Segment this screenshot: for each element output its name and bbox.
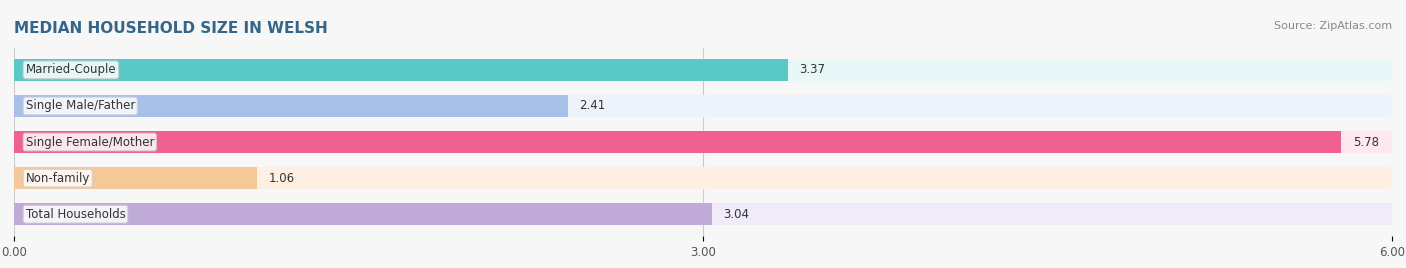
Bar: [14, 131, 1341, 153]
Text: 3.04: 3.04: [724, 208, 749, 221]
Text: Total Households: Total Households: [25, 208, 125, 221]
Text: Source: ZipAtlas.com: Source: ZipAtlas.com: [1274, 21, 1392, 31]
Text: Married-Couple: Married-Couple: [25, 64, 117, 76]
Bar: [14, 95, 568, 117]
Text: Single Male/Father: Single Male/Father: [25, 99, 135, 113]
Bar: [14, 95, 1392, 117]
Bar: [14, 203, 1392, 225]
Text: 3.37: 3.37: [800, 64, 825, 76]
Bar: [14, 167, 1392, 189]
Text: 5.78: 5.78: [1353, 136, 1379, 148]
Bar: [14, 59, 1392, 81]
Text: Non-family: Non-family: [25, 172, 90, 185]
Bar: [14, 131, 1392, 153]
Text: MEDIAN HOUSEHOLD SIZE IN WELSH: MEDIAN HOUSEHOLD SIZE IN WELSH: [14, 21, 328, 36]
Text: 2.41: 2.41: [579, 99, 605, 113]
Text: 1.06: 1.06: [269, 172, 295, 185]
Bar: [14, 203, 713, 225]
Text: Single Female/Mother: Single Female/Mother: [25, 136, 155, 148]
Bar: [14, 167, 257, 189]
Bar: [14, 59, 787, 81]
